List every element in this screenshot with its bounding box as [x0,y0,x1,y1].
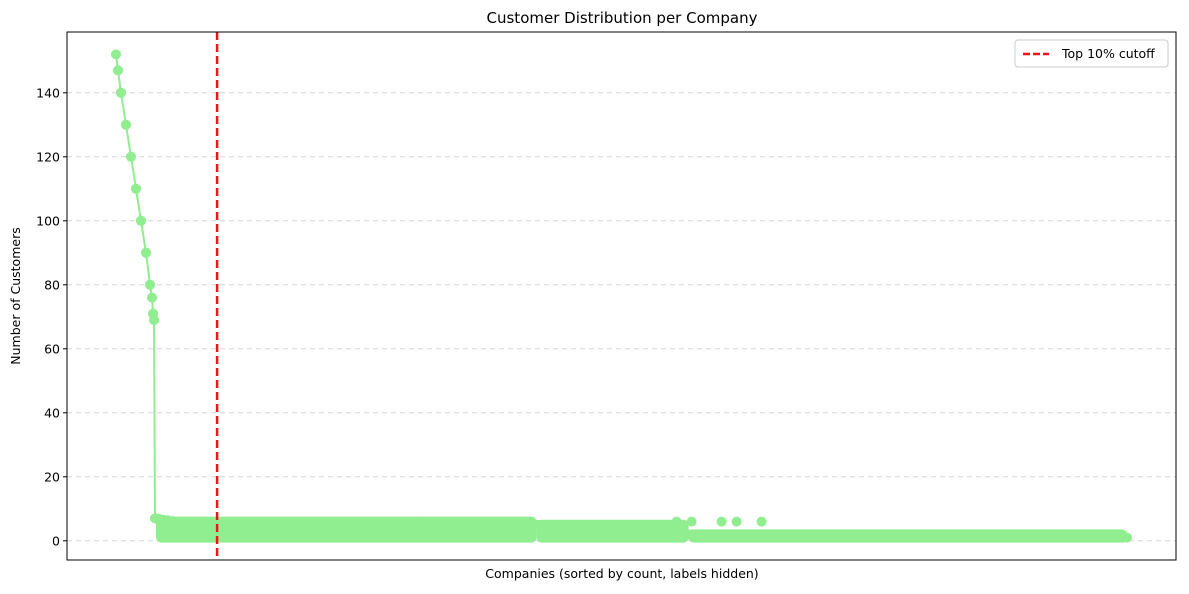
data-point [145,279,155,290]
y-tick-label: 140 [36,85,60,100]
data-point [147,292,157,303]
data-point [186,516,197,527]
data-point [126,151,136,162]
data-point [141,247,151,258]
legend-box [1014,39,1169,68]
data-point [121,119,131,130]
legend-cutoff-label: Top 10% cutoff [1061,46,1155,61]
data-point [716,516,727,527]
x-axis-label: Companies (sorted by count, labels hidde… [485,566,758,581]
y-tick-label: 80 [44,277,60,292]
data-point [149,315,159,325]
data-point [111,49,121,60]
y-tick-label: 20 [44,469,60,484]
data-point [131,183,141,194]
data-point [169,516,180,527]
data-band [688,529,1127,543]
data-layer [111,49,1132,543]
data-point [731,516,742,527]
data-band [536,519,689,543]
data-point [116,87,126,98]
data-point [756,516,767,527]
data-point [671,516,682,527]
data-point [136,215,146,226]
plot-frame [66,31,1177,561]
data-point [411,516,422,527]
series-line [115,54,1128,539]
y-axis-label: Number of Customers [8,227,23,364]
data-band [156,516,537,543]
y-tick-label: 100 [36,213,60,228]
y-tick-label: 40 [44,405,60,420]
data-point [151,513,161,524]
y-tick-label: 60 [44,341,60,356]
data-point [686,516,697,527]
y-axis-ticks: 0 20 40 60 80 100 120 140 [36,85,67,548]
y-tick-label: 0 [52,533,60,548]
legend: Top 10% cutoff [1014,39,1169,68]
y-tick-label: 120 [36,149,60,164]
grid-layer [67,92,1176,542]
data-point [113,65,123,76]
chart-title: Customer Distribution per Company [487,9,758,27]
